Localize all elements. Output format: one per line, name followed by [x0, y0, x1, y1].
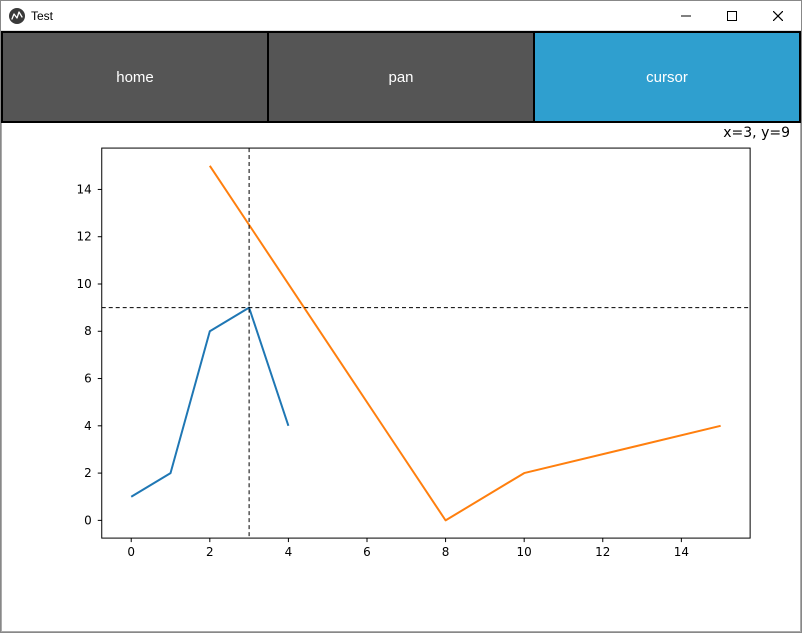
y-tick-label: 4 [84, 419, 92, 433]
axes-frame [102, 148, 750, 538]
app-window: Test home pan cursor x=3, y=9 0 2 4 6 8 10 12 1… [0, 0, 802, 633]
y-tick-label: 8 [84, 324, 92, 338]
tool-pan-label: pan [388, 69, 413, 86]
x-tick-label: 8 [442, 545, 450, 559]
tool-cursor-label: cursor [646, 69, 688, 86]
titlebar: Test [1, 1, 801, 31]
y-tick-label: 0 [84, 513, 92, 527]
coord-readout: x=3, y=9 [723, 125, 790, 141]
x-tick-label: 12 [595, 545, 610, 559]
maximize-button[interactable] [709, 1, 755, 31]
series-orange [210, 166, 721, 521]
toolbar: home pan cursor [1, 31, 801, 123]
tool-cursor-button[interactable]: cursor [535, 33, 799, 121]
y-tick-label: 14 [77, 182, 92, 196]
series-blue [131, 308, 288, 497]
tool-pan-button[interactable]: pan [269, 33, 533, 121]
plot-container: x=3, y=9 0 2 4 6 8 10 12 14 0 2 4 6 8 10 12 14 [1, 123, 801, 632]
minimize-button[interactable] [663, 1, 709, 31]
x-tick-label: 0 [127, 545, 135, 559]
y-tick-label: 10 [77, 277, 92, 291]
close-button[interactable] [755, 1, 801, 31]
x-tick-label: 6 [363, 545, 371, 559]
plot-canvas[interactable]: 0 2 4 6 8 10 12 14 0 2 4 6 8 10 12 14 [2, 123, 800, 631]
tool-home-button[interactable]: home [3, 33, 267, 121]
y-tick-label: 6 [84, 372, 92, 386]
x-tick-label: 14 [674, 545, 689, 559]
y-tick-label: 12 [77, 230, 92, 244]
x-tick-label: 4 [285, 545, 293, 559]
app-icon [9, 8, 25, 24]
window-title: Test [31, 9, 53, 23]
x-tick-label: 10 [517, 545, 532, 559]
tool-home-label: home [116, 69, 154, 86]
x-tick-label: 2 [206, 545, 214, 559]
y-tick-label: 2 [84, 466, 92, 480]
